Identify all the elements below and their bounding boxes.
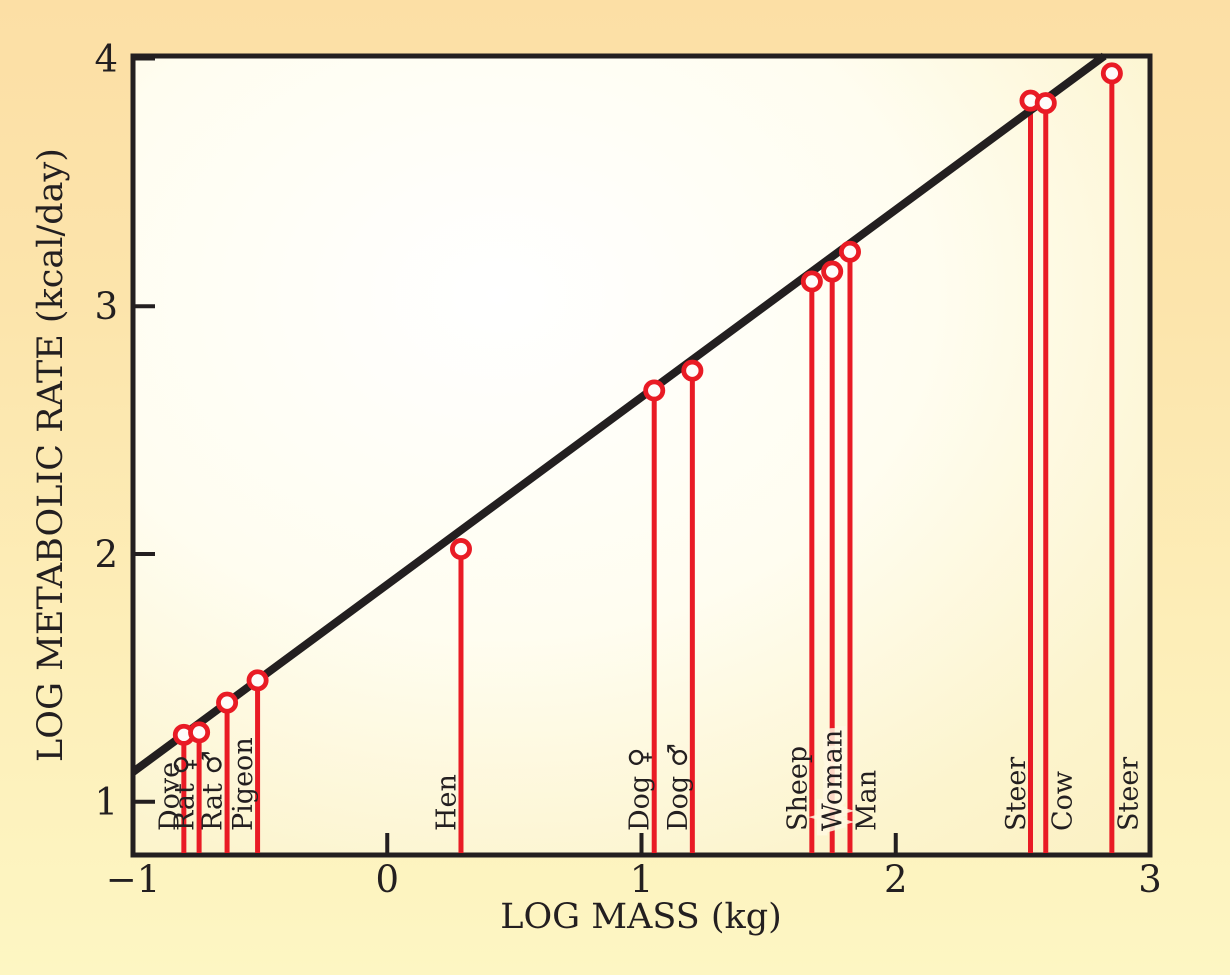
data-point-marker (838, 240, 861, 263)
y-tick-label: 1 (94, 781, 118, 824)
plot-area (130, 53, 1153, 858)
data-point-marker (800, 270, 823, 293)
x-tick-label: 0 (375, 858, 399, 901)
data-point-marker (188, 721, 211, 744)
data-point-label: Man (851, 770, 882, 831)
data-point-label: Sheep (782, 746, 813, 831)
trend-line-layer (130, 52, 1107, 776)
data-point-label: Woman (818, 730, 849, 831)
y-axis-title: LOG METABOLIC RATE (kcal/day) (31, 148, 71, 762)
data-point-label: Steer (1113, 757, 1144, 831)
x-tick-label: 1 (630, 858, 654, 901)
data-point-label: Hen (431, 774, 462, 831)
data-point-label: Rat ♂ (198, 750, 229, 831)
x-tick-label: −1 (106, 858, 161, 901)
data-points-layer (172, 62, 1123, 746)
data-point-marker (1100, 62, 1123, 85)
data-point-label: Pigeon (228, 737, 259, 831)
data-stems-layer (181, 82, 1115, 853)
x-tick-label: 2 (884, 858, 908, 901)
y-tick-label: 2 (94, 533, 118, 576)
data-point-marker (643, 379, 666, 402)
data-point-marker (681, 359, 704, 382)
x-tick-label: 3 (1138, 858, 1162, 901)
data-point-label: Steer (1001, 757, 1032, 831)
data-point-label: Dog ♀ (625, 747, 656, 831)
data-point-marker (216, 691, 239, 714)
y-tick-label: 3 (94, 285, 118, 328)
data-point-label: Dove (154, 762, 185, 831)
data-point-marker (449, 538, 472, 561)
x-axis-title: LOG MASS (kg) (500, 897, 782, 937)
data-point-label: Cow (1047, 771, 1078, 831)
data-point-marker (1034, 92, 1057, 115)
axis-ticks-layer: −1 0 1 2 3 1 2 3 4 (94, 37, 1161, 901)
trend-line (130, 52, 1107, 776)
data-point-marker (246, 669, 269, 692)
y-tick-label: 4 (94, 37, 118, 80)
data-point-label: Dog ♂ (663, 743, 694, 831)
data-point-label: Rat ♀ (170, 755, 201, 831)
data-point-marker (821, 260, 844, 283)
